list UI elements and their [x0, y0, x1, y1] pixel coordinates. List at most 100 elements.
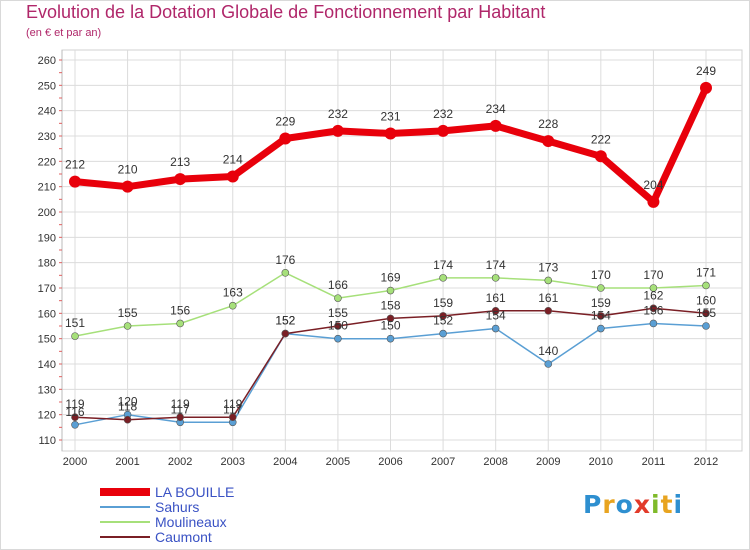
logo-letter: o: [615, 490, 634, 519]
data-point: [384, 127, 397, 140]
data-label: 158: [380, 298, 400, 312]
x-tick-label: 2003: [221, 456, 245, 468]
data-point: [437, 124, 450, 137]
x-tick-label: 2012: [694, 456, 718, 468]
data-label: 174: [433, 258, 453, 272]
logo-letter: t: [660, 490, 674, 519]
data-point: [176, 319, 184, 328]
x-tick-label: 2000: [63, 456, 87, 468]
data-label: 150: [380, 319, 400, 333]
y-tick-label: 180: [38, 258, 56, 270]
y-tick-label: 150: [38, 334, 56, 346]
data-label: 155: [118, 306, 138, 320]
y-tick-label: 160: [38, 308, 56, 320]
data-label: 159: [433, 296, 453, 310]
data-point: [544, 276, 553, 285]
data-label: 159: [591, 296, 611, 310]
data-label: 232: [433, 107, 453, 121]
data-point: [649, 304, 658, 313]
x-tick-label: 2008: [483, 456, 507, 468]
data-point: [123, 322, 132, 330]
data-point: [649, 319, 658, 328]
data-point: [228, 301, 237, 310]
y-tick-label: 110: [38, 435, 56, 447]
data-label: 119: [223, 397, 242, 411]
legend-item-sahurs: Sahurs: [155, 499, 200, 515]
y-tick-label: 210: [38, 182, 56, 194]
data-label: 154: [591, 309, 611, 323]
data-label: 228: [538, 117, 558, 131]
data-label: 174: [486, 258, 506, 272]
data-point: [439, 312, 447, 320]
data-label: 173: [538, 260, 558, 274]
data-point: [386, 286, 395, 295]
legend-item-moulineaux: Moulineaux: [155, 514, 227, 530]
data-point: [702, 309, 710, 318]
data-point: [491, 324, 500, 333]
data-label: 232: [328, 107, 348, 121]
y-tick-label: 120: [38, 410, 56, 422]
data-point: [439, 274, 447, 282]
y-tick-label: 250: [38, 80, 56, 92]
data-point: [281, 268, 290, 277]
data-label: 119: [65, 397, 84, 411]
data-point: [597, 284, 605, 292]
data-point: [331, 124, 344, 137]
data-label: 231: [380, 109, 400, 123]
plot-area: [61, 49, 743, 452]
data-label: 170: [591, 268, 611, 282]
data-point: [121, 180, 134, 193]
data-point: [71, 332, 79, 340]
data-point: [69, 175, 81, 188]
data-label: 229: [275, 115, 295, 129]
data-label: 222: [591, 132, 611, 146]
x-tick-label: 2005: [326, 456, 350, 468]
data-label: 117: [171, 402, 190, 416]
data-point: [334, 322, 342, 330]
y-tick-label: 190: [38, 232, 56, 244]
data-point: [226, 170, 239, 183]
data-label: 166: [328, 278, 348, 292]
data-label: 119: [171, 397, 190, 411]
data-label: 118: [118, 400, 137, 414]
x-tick-label: 2009: [536, 456, 560, 468]
x-tick-label: 2001: [115, 456, 139, 468]
data-label: 204: [643, 178, 663, 192]
data-point: [123, 415, 132, 424]
x-tick-label: 2007: [431, 456, 455, 468]
data-point: [702, 322, 710, 330]
data-point: [597, 312, 605, 320]
data-point: [700, 81, 712, 94]
data-label: 161: [486, 291, 506, 305]
data-point: [174, 173, 187, 186]
logo-letter: r: [602, 490, 616, 519]
data-point: [542, 135, 555, 148]
data-label: 155: [696, 306, 716, 320]
data-label: 163: [223, 286, 243, 300]
logo-letter: P: [583, 490, 603, 519]
y-tick-label: 220: [38, 156, 56, 168]
data-label: 116: [65, 405, 84, 419]
data-point: [281, 329, 290, 338]
data-label: 214: [223, 153, 243, 167]
logo-letter: x: [633, 490, 651, 519]
data-label: 120: [118, 395, 138, 409]
y-tick-label: 130: [38, 384, 56, 396]
data-point: [279, 132, 292, 145]
data-point: [544, 306, 553, 315]
logo-letter: i: [673, 490, 684, 519]
y-tick-label: 240: [38, 106, 56, 118]
data-label: 140: [538, 344, 558, 358]
data-point: [439, 329, 447, 338]
data-label: 156: [170, 303, 190, 317]
y-tick-label: 230: [38, 131, 56, 143]
data-label: 234: [486, 102, 506, 116]
data-point: [647, 195, 660, 208]
data-point: [491, 306, 500, 315]
logo-letter: i: [651, 490, 661, 519]
chart-subtitle: (en € et par an): [26, 27, 102, 39]
data-point: [176, 413, 184, 422]
data-point: [71, 420, 79, 429]
data-label: 249: [696, 64, 716, 78]
